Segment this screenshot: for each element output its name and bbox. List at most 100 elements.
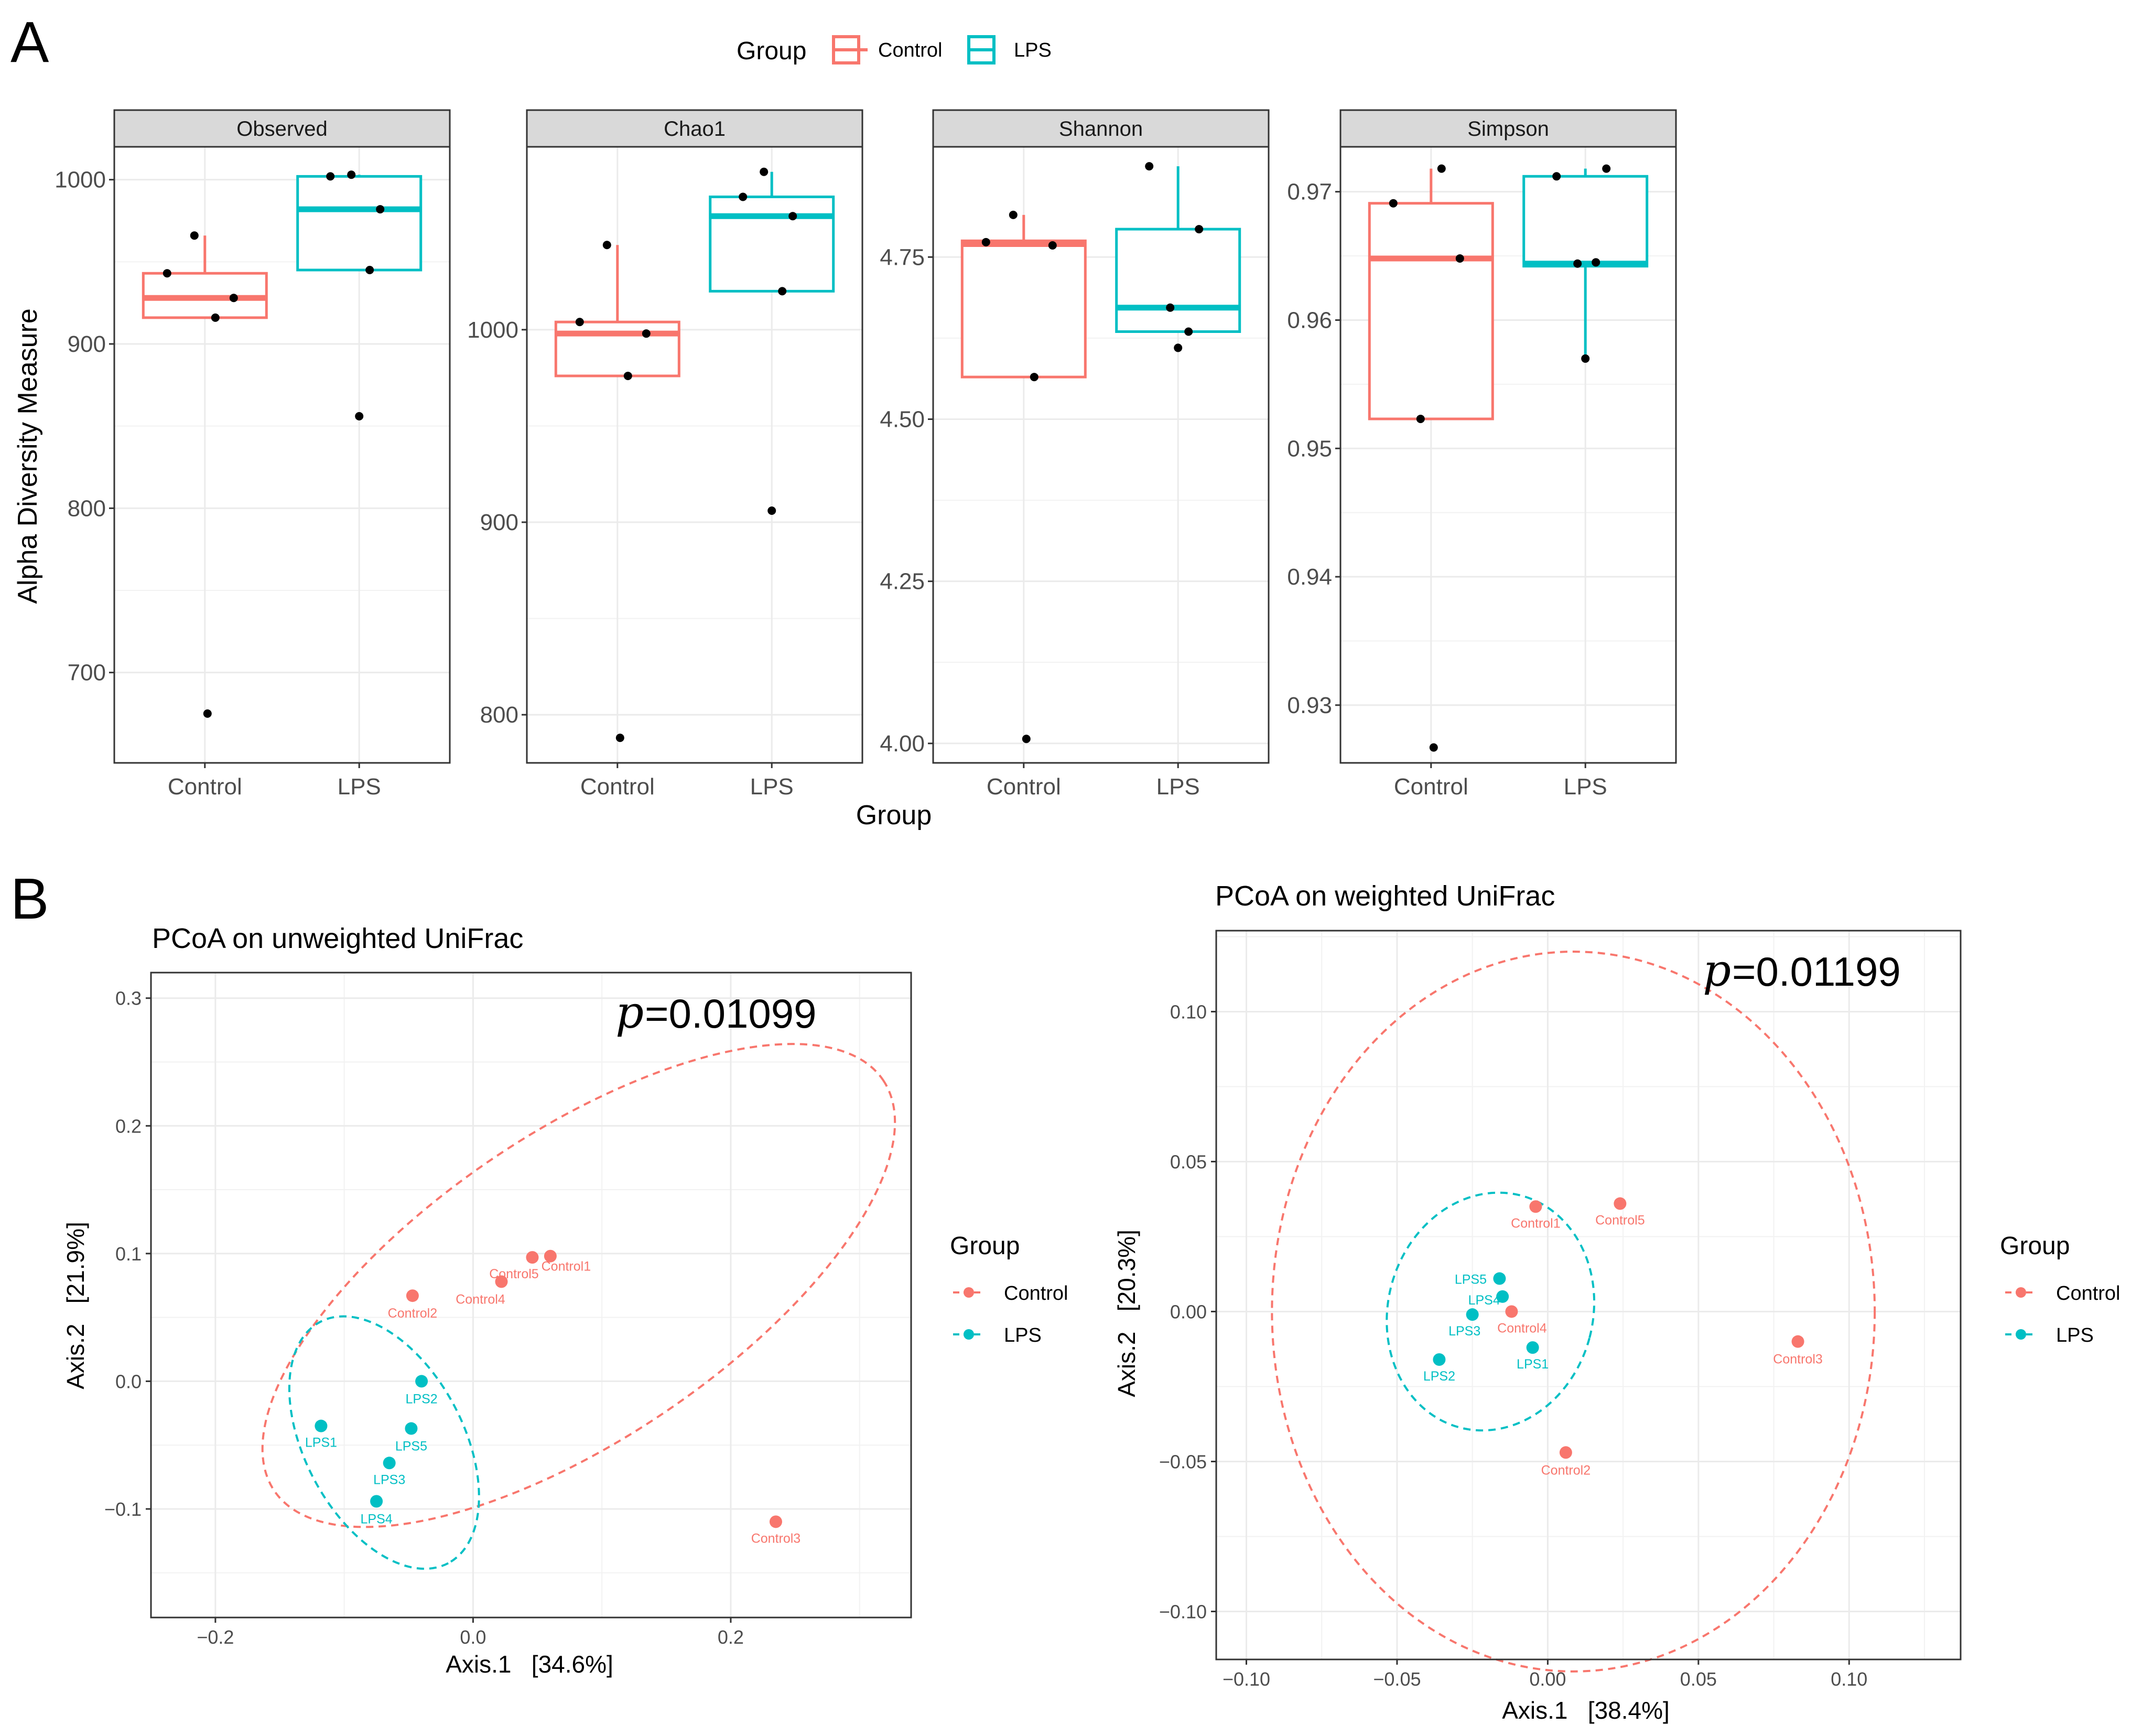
weighted-y-tick-label: −0.10 <box>1159 1601 1207 1622</box>
unweighted-point-control5 <box>526 1251 539 1264</box>
observed-y-tick-label: 700 <box>68 660 106 686</box>
chao1-control-box <box>554 320 680 378</box>
pcoa-weighted-title: PCoA on weighted UniFrac <box>1215 880 1555 912</box>
simpson-x-tick-label: LPS <box>1564 774 1607 800</box>
unweighted-y-tick-label: 0.2 <box>115 1115 142 1137</box>
legend-b2-key-lps <box>2016 1329 2026 1340</box>
weighted-point-lps2 <box>1433 1353 1446 1366</box>
weighted-point-lps3 <box>1466 1308 1479 1321</box>
weighted-y-tick-label: 0.00 <box>1170 1301 1207 1322</box>
weighted-pvalue-text: =0.01199 <box>1732 948 1901 995</box>
legend-b1-label-control: Control <box>1004 1282 1068 1304</box>
pcoa-weighted-x-title: Axis.1 [38.4%] <box>1502 1697 1670 1724</box>
chao1-control-point <box>642 329 651 338</box>
panel-label-a: A <box>10 10 49 74</box>
weighted-point-label-control1: Control1 <box>1511 1216 1561 1231</box>
shannon-y-tick-label: 4.25 <box>880 569 925 595</box>
observed-y-tick-label: 1000 <box>55 167 106 193</box>
alpha-x-axis-title: Group <box>856 800 932 831</box>
simpson-y-tick-label: 0.96 <box>1287 307 1332 333</box>
unweighted-point-lps3 <box>383 1457 396 1470</box>
legend-b2-label-control: Control <box>2056 1282 2121 1304</box>
weighted-point-lps4 <box>1496 1290 1509 1303</box>
chao1-strip-label: Chao1 <box>664 117 726 141</box>
pcoa-weighted-y-title: Axis.2 [20.3%] <box>1113 1230 1140 1397</box>
chao1-x-tick-label: LPS <box>750 774 794 800</box>
weighted-y-tick-label: −0.05 <box>1159 1451 1207 1472</box>
shannon-control-point <box>981 238 990 246</box>
unweighted-point-label-lps4: LPS4 <box>360 1512 392 1526</box>
unweighted-point-lps4 <box>370 1495 383 1508</box>
shannon-lps-point <box>1184 327 1193 336</box>
unweighted-panel-border <box>150 972 912 1619</box>
shannon-control-box <box>960 239 1087 379</box>
pcoa-unweighted-plot: −0.2 0.0 0.2 −0.1 0.0 0.1 0.2 0.3 Control1 Contro… <box>104 972 912 1648</box>
shannon-lps-point <box>1174 343 1183 352</box>
chao1-lps-point <box>778 287 787 296</box>
legend-b2-key-control <box>2016 1287 2026 1298</box>
observed-control-point <box>163 269 171 278</box>
chao1-lps-point <box>739 192 748 201</box>
chao1-y-tick-label: 1000 <box>467 317 518 343</box>
chao1-x-tick-label: Control <box>580 774 655 800</box>
simpson-strip-label: Simpson <box>1467 117 1549 141</box>
unweighted-y-tick-label: 0.0 <box>115 1371 142 1392</box>
observed-y-tick-label: 900 <box>68 331 106 357</box>
observed-strip <box>113 109 451 148</box>
observed-lps-point <box>347 170 356 179</box>
chao1-lps-point <box>788 212 797 221</box>
unweighted-x-tick-label: 0.0 <box>460 1626 486 1648</box>
unweighted-point-label-lps3: LPS3 <box>373 1472 405 1487</box>
shannon-y-tick-label: 4.00 <box>880 731 925 757</box>
pcoa-unweighted-x-title: Axis.1 [34.6%] <box>446 1651 613 1678</box>
legend-top-label-lps: LPS <box>1014 39 1052 61</box>
simpson-control-point <box>1455 254 1464 263</box>
weighted-point-label-control2: Control2 <box>1541 1463 1591 1478</box>
weighted-control-ellipse <box>1271 951 1876 1673</box>
observed-lps-point <box>376 205 385 214</box>
chao1-y-tick-label: 900 <box>480 510 518 535</box>
chao1-lps-box <box>709 195 835 293</box>
legend-top: Group Control LPS <box>737 35 1052 65</box>
legend-top-key-control <box>832 35 868 64</box>
unweighted-pvalue-text: =0.01099 <box>645 990 817 1037</box>
legend-top-key-lps <box>967 35 996 64</box>
observed-strip-label: Observed <box>236 117 327 141</box>
pcoa-unweighted-y-title: Axis.2 [21.9%] <box>62 1222 89 1389</box>
simpson-control-point <box>1437 164 1446 173</box>
unweighted-point-control2 <box>406 1289 419 1302</box>
unweighted-point-control4 <box>495 1275 508 1288</box>
unweighted-point-label-control3: Control3 <box>751 1531 801 1546</box>
weighted-point-control2 <box>1559 1446 1572 1459</box>
observed-control-point <box>203 709 212 718</box>
weighted-point-label-lps2: LPS2 <box>1423 1369 1455 1384</box>
weighted-point-lps1 <box>1526 1341 1539 1354</box>
unweighted-y-tick-label: −0.1 <box>104 1498 142 1520</box>
unweighted-control-ellipse <box>261 1043 896 1528</box>
unweighted-point-label-control1: Control1 <box>542 1259 591 1274</box>
observed-lps-point <box>365 266 374 274</box>
unweighted-plot-bg <box>151 973 911 1618</box>
unweighted-point-lps2 <box>415 1375 428 1388</box>
simpson-y-tick-label: 0.93 <box>1287 693 1332 718</box>
shannon-lps-point <box>1195 225 1204 234</box>
unweighted-point-label-lps2: LPS2 <box>406 1392 438 1406</box>
simpson-control-point <box>1416 414 1425 423</box>
weighted-plot-bg <box>1216 931 1961 1659</box>
simpson-x-tick-label: Control <box>1394 774 1468 800</box>
chao1-control-point <box>623 371 632 380</box>
weighted-lps-ellipse <box>1386 1191 1596 1432</box>
legend-top-title: Group <box>737 37 806 65</box>
unweighted-x-tick-label: −0.2 <box>197 1626 234 1648</box>
unweighted-lps-ellipse <box>288 1315 480 1570</box>
weighted-point-control5 <box>1614 1197 1627 1210</box>
observed-x-tick-label: LPS <box>338 774 381 800</box>
chao1-lps-point <box>767 506 776 515</box>
shannon-y-tick-label: 4.75 <box>880 244 925 270</box>
observed-control-point <box>211 313 220 322</box>
legend-b1-title: Group <box>950 1232 1020 1260</box>
facet-simpson: 0.93 0.94 0.95 0.96 0.97 Control LPS Simpson <box>1287 109 1677 800</box>
weighted-point-label-lps1: LPS1 <box>1517 1357 1549 1372</box>
unweighted-point-lps5 <box>405 1422 418 1435</box>
observed-lps-box <box>296 175 423 272</box>
